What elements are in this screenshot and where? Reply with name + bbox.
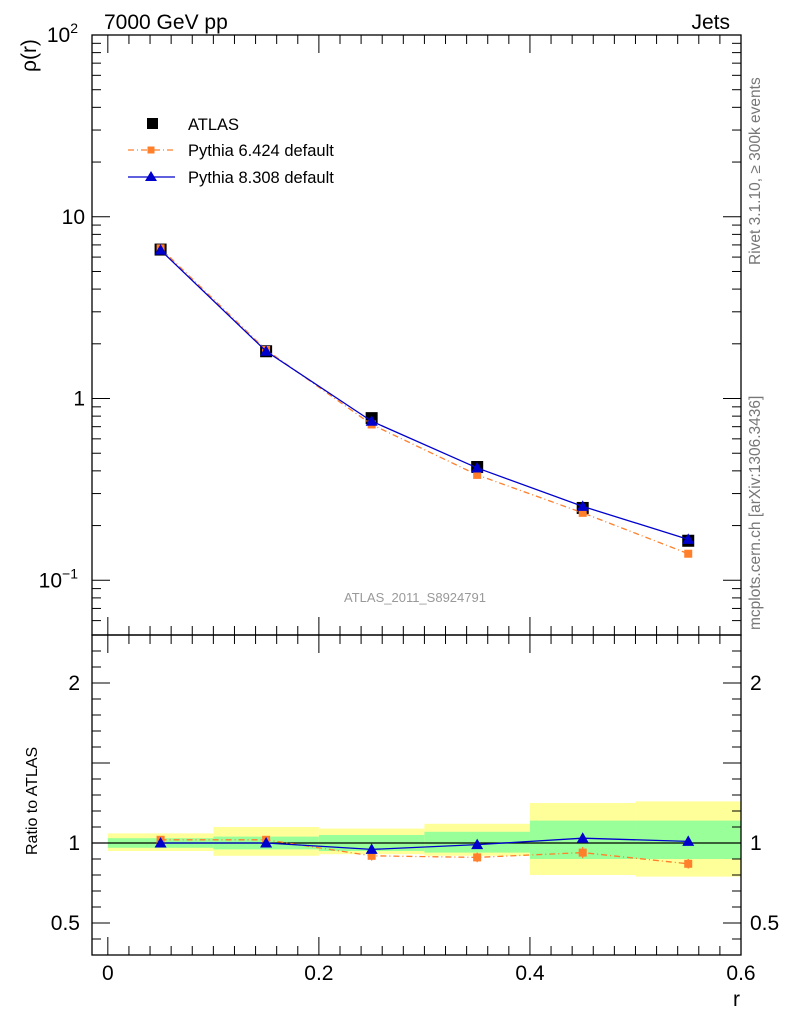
ratio-y-tick-label-right-2: 2 [750, 672, 762, 695]
pythia6-point-5 [684, 549, 693, 558]
header-collision-label: 7000 GeV pp [104, 11, 228, 34]
ratio-pythia6-point-5 [684, 859, 693, 868]
pythia8-point-2 [365, 415, 378, 426]
pythia8-point-1 [260, 345, 273, 356]
ratio-plot-frame [91, 634, 742, 956]
main-y-tick-label-3: 10−1 [39, 565, 79, 592]
ratio-pythia8-point-2 [365, 843, 378, 854]
ratio-pythia8-point-1 [260, 837, 273, 848]
ratio-pythia8-line [160, 837, 689, 851]
ratio-pythia6-point-2 [367, 851, 376, 860]
ratio-y-tick-label-left-2: 2 [68, 672, 80, 695]
legend-pythia6-label: Pythia 6.424 default [188, 142, 334, 160]
analysis-tag: ATLAS_2011_S8924791 [344, 590, 486, 605]
main-y-tick-label-2: 1 [73, 388, 85, 411]
ratio-axis-ticks: 0.5 0.5 1 1 2 2 0 0.2 0.4 0.6 [51, 634, 779, 985]
x-tick-label-1: 0.2 [304, 962, 333, 985]
pythia6-point-3 [473, 470, 482, 479]
main-y-axis-title: ρ(r) [18, 39, 41, 72]
ratio-series [154, 832, 695, 869]
mcplots-label: mcplots.cern.ch [arXiv:1306.3436] [747, 396, 764, 630]
pythia8-point-0 [154, 244, 167, 255]
ratio-frame-rect [91, 634, 742, 956]
legend-pythia6-marker [147, 146, 155, 154]
pythia8-line [160, 249, 689, 540]
legend-atlas-label: ATLAS [188, 116, 239, 134]
ratio-pythia8-point-4 [576, 832, 589, 843]
pythia6-point-4 [578, 508, 587, 517]
ratio-pythia6-line [160, 839, 689, 865]
ratio-y-tick-label-right-1: 1 [750, 832, 762, 855]
pythia6-line [160, 247, 689, 555]
x-axis-title: r [733, 988, 740, 1011]
x-tick-label-0: 0 [102, 962, 114, 985]
ratio-pythia6-point-3 [473, 853, 482, 862]
main-y-tick-label-1: 10 [62, 206, 85, 229]
header-jets-label: Jets [691, 11, 730, 34]
main-y-tick-label-0: 102 [47, 20, 78, 47]
ratio-pythia6-point-4 [578, 848, 587, 857]
legend-pythia8-marker [145, 171, 157, 181]
pythia8-point-3 [471, 461, 484, 473]
ratio-y-tick-label-left-1: 1 [68, 832, 80, 855]
pythia8-point-4 [576, 500, 589, 511]
ratio-uncertainty-bands [107, 801, 741, 877]
pythia8-point-5 [682, 533, 695, 544]
ratio-pythia8-point-3 [471, 838, 484, 850]
ratio-y-axis-title: Ratio to ATLAS [24, 747, 41, 855]
legend-atlas-marker [147, 118, 158, 129]
ratio-y-tick-label-left-0: 0.5 [51, 912, 80, 935]
legend-pythia8-label: Pythia 8.308 default [188, 169, 334, 187]
rivet-version-label: Rivet 3.1.10, ≥ 300k events [747, 77, 764, 265]
ratio-y-tick-label-right-0: 0.5 [750, 912, 779, 935]
legend: ATLAS Pythia 6.424 default Pythia 8.308 … [128, 116, 334, 187]
ratio-pythia8-point-5 [682, 835, 695, 846]
main-series [154, 243, 695, 558]
main-axis-ticks: 102 10 1 10−1 [39, 20, 742, 636]
x-tick-label-2: 0.4 [515, 962, 545, 985]
ratio-pythia8-point-0 [154, 837, 167, 848]
x-tick-label-3: 0.6 [726, 962, 755, 985]
